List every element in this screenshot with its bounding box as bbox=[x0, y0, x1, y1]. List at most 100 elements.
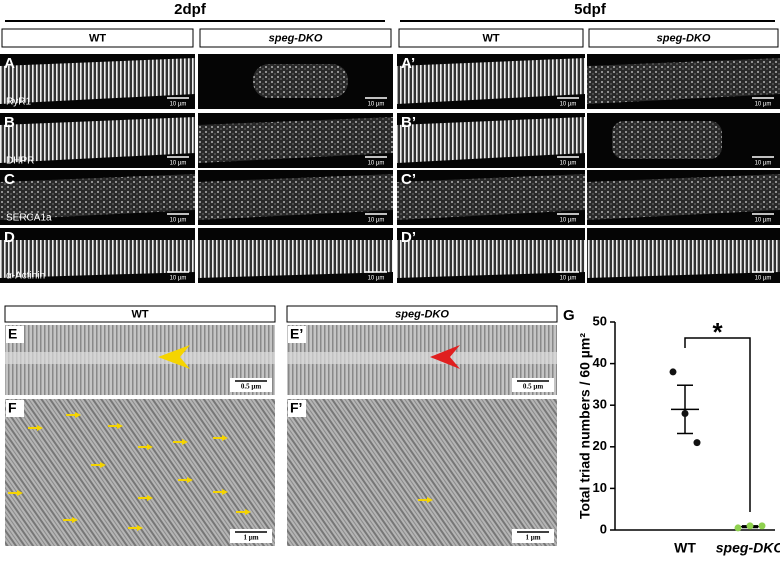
z-line bbox=[5, 352, 275, 364]
column-label: WT bbox=[131, 308, 148, 320]
arrow-tip bbox=[17, 490, 23, 496]
scale-label: 10 µm bbox=[560, 102, 577, 108]
cell bbox=[612, 121, 722, 159]
arrow-tip bbox=[222, 435, 228, 441]
x-tick-label: WT bbox=[674, 540, 696, 556]
stain-label: DHPR bbox=[6, 156, 34, 167]
panel-letter: A’ bbox=[401, 55, 415, 72]
panel-letter: C bbox=[4, 171, 15, 188]
electron-micrograph bbox=[5, 399, 275, 546]
cell bbox=[397, 117, 585, 163]
cell bbox=[0, 117, 195, 163]
letter-bg bbox=[6, 326, 24, 343]
arrow-tip bbox=[37, 425, 43, 431]
cell bbox=[0, 174, 195, 220]
column-label: speg-DKO bbox=[395, 308, 449, 320]
arrow-tip bbox=[147, 495, 153, 501]
cell bbox=[198, 117, 393, 163]
cell bbox=[397, 240, 585, 278]
header: 5dpf bbox=[574, 1, 607, 18]
data-point bbox=[746, 522, 754, 530]
scale-label: 10 µm bbox=[368, 161, 385, 167]
cell bbox=[0, 58, 195, 104]
arrow-tip bbox=[100, 462, 106, 468]
scale-label: 10 µm bbox=[755, 276, 772, 282]
z-line bbox=[287, 352, 557, 364]
panel-letter: D bbox=[4, 229, 15, 246]
scale-label: 1 µm bbox=[243, 534, 258, 542]
y-tick-label: 30 bbox=[593, 397, 607, 412]
scale-label: 10 µm bbox=[755, 218, 772, 224]
cell bbox=[0, 240, 195, 278]
letter-bg bbox=[288, 400, 306, 417]
significance-label: * bbox=[712, 317, 723, 347]
cell bbox=[397, 174, 585, 220]
column-box bbox=[588, 28, 779, 48]
arrow-tip bbox=[427, 497, 433, 503]
stain-label: α-Actinin bbox=[6, 271, 45, 282]
scale-label: 10 µm bbox=[170, 276, 187, 282]
panel-letter: E’ bbox=[290, 326, 303, 342]
panel-letter: C’ bbox=[401, 171, 416, 188]
cell bbox=[198, 174, 393, 220]
scale-label: 10 µm bbox=[170, 161, 187, 167]
cell bbox=[587, 174, 780, 220]
arrow-tip bbox=[117, 423, 123, 429]
y-tick-label: 0 bbox=[600, 521, 607, 536]
scale-label: 10 µm bbox=[368, 218, 385, 224]
panel-letter: G bbox=[563, 307, 575, 324]
scale-label: 10 µm bbox=[368, 276, 385, 282]
stain-label: RyR1 bbox=[6, 97, 31, 108]
header: 2dpf bbox=[174, 1, 207, 18]
arrow-tip bbox=[222, 489, 228, 495]
letter-bg bbox=[6, 400, 24, 417]
cell bbox=[587, 58, 780, 104]
y-tick-label: 20 bbox=[593, 438, 607, 453]
x-tick-label: speg-DKO bbox=[716, 540, 780, 556]
column-label: speg-DKO bbox=[657, 32, 711, 44]
cell bbox=[253, 64, 348, 98]
panel-letter: F’ bbox=[290, 400, 302, 416]
scale-label: 0.5 µm bbox=[241, 383, 262, 391]
stain-label: SERCA1a bbox=[6, 213, 52, 224]
y-axis-label: Total triad numbers / 60 µm² bbox=[577, 333, 593, 519]
data-point bbox=[758, 522, 766, 530]
data-point bbox=[734, 524, 742, 532]
data-point bbox=[693, 439, 701, 447]
panel-letter: D’ bbox=[401, 229, 416, 246]
scale-label: 10 µm bbox=[170, 218, 187, 224]
arrow-tip bbox=[182, 439, 188, 445]
scale-label: 10 µm bbox=[368, 102, 385, 108]
arrow-tip bbox=[137, 525, 143, 531]
y-tick-label: 10 bbox=[593, 480, 607, 495]
scale-label: 10 µm bbox=[755, 102, 772, 108]
scale-label: 10 µm bbox=[560, 161, 577, 167]
significance-bracket bbox=[684, 337, 751, 512]
column-label: speg-DKO bbox=[269, 32, 323, 44]
column-box bbox=[398, 28, 584, 48]
y-tick-label: 50 bbox=[593, 313, 607, 328]
column-box bbox=[4, 305, 276, 323]
scale-label: 10 µm bbox=[170, 102, 187, 108]
arrowhead bbox=[158, 345, 190, 369]
cell bbox=[587, 240, 780, 278]
column-box bbox=[1, 28, 194, 48]
panel-letter: F bbox=[8, 400, 17, 416]
data-point bbox=[669, 368, 677, 376]
column-box bbox=[199, 28, 392, 48]
cell bbox=[198, 240, 393, 278]
arrow-tip bbox=[75, 412, 81, 418]
scale-label: 0.5 µm bbox=[523, 383, 544, 391]
scale-label: 10 µm bbox=[755, 161, 772, 167]
panel-letter: B’ bbox=[401, 114, 416, 131]
panel-letter: E bbox=[8, 326, 17, 342]
letter-bg bbox=[288, 326, 306, 343]
panel-letter: B bbox=[4, 114, 15, 131]
arrowhead bbox=[430, 345, 460, 369]
arrow-tip bbox=[72, 517, 78, 523]
electron-micrograph bbox=[287, 399, 557, 546]
arrow-tip bbox=[147, 444, 153, 450]
column-label: WT bbox=[482, 32, 499, 44]
scale-label: 10 µm bbox=[560, 218, 577, 224]
